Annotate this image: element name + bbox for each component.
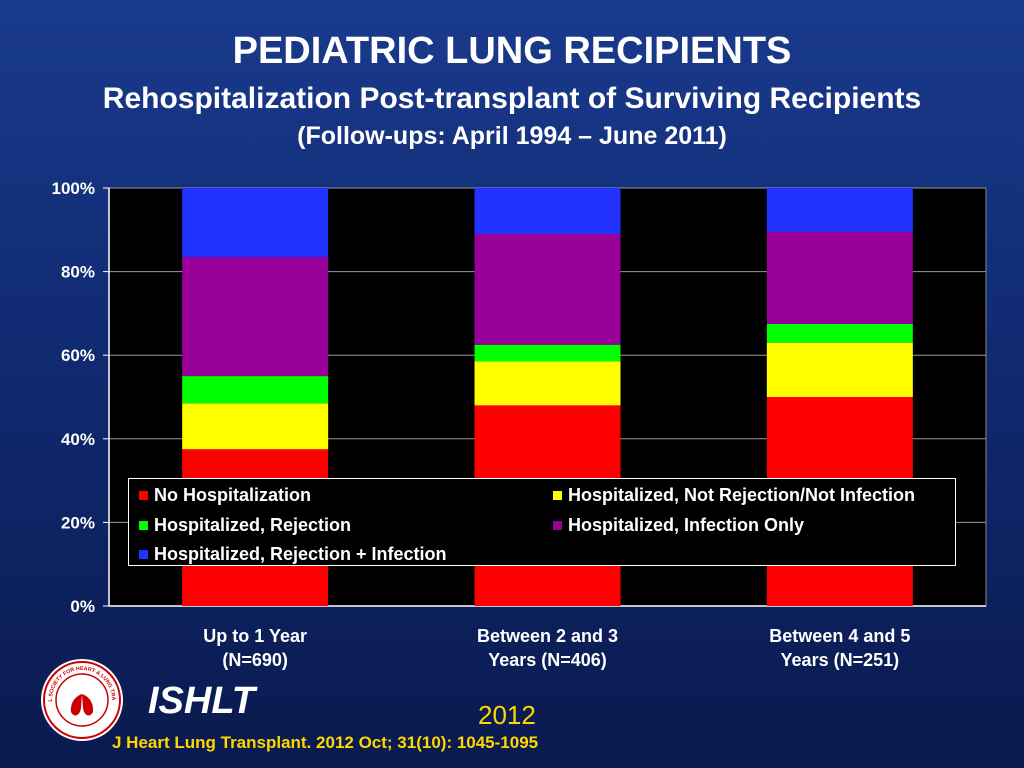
x-tick-label-line: Between 4 and 5 bbox=[769, 626, 911, 646]
x-tick-label-line: Between 2 and 3 bbox=[476, 626, 619, 646]
legend-label: Hospitalized, Rejection + Infection bbox=[154, 544, 447, 564]
legend-swatch bbox=[139, 491, 148, 500]
x-tick-label: Between 4 and 5 Years (N=251) bbox=[730, 624, 950, 672]
brand-name: ISHLT bbox=[148, 680, 255, 722]
bar-segment bbox=[182, 376, 329, 404]
x-tick-label: Between 2 and 3 Years (N=406) bbox=[438, 624, 658, 672]
bar-segment bbox=[766, 231, 913, 324]
bar-segment bbox=[182, 403, 329, 450]
bar-segment bbox=[474, 188, 621, 234]
legend-item: Hospitalized, Not Rejection/Not Infectio… bbox=[553, 484, 915, 506]
legend-label: Hospitalized, Rejection bbox=[154, 515, 352, 535]
legend-item: No Hospitalization bbox=[139, 484, 311, 506]
y-tick-label: 40% bbox=[61, 430, 95, 449]
legend-item: Hospitalized, Rejection + Infection bbox=[139, 543, 447, 565]
legend-label: Hospitalized, Infection Only bbox=[568, 515, 805, 535]
legend-swatch bbox=[553, 521, 562, 530]
y-tick-label: 80% bbox=[61, 263, 95, 282]
y-tick-label: 20% bbox=[61, 513, 95, 532]
bar-segment bbox=[766, 188, 913, 232]
x-tick-label-line: (N=690) bbox=[222, 650, 288, 670]
publication-year: 2012 bbox=[478, 700, 536, 730]
bar-segment bbox=[474, 344, 621, 362]
x-tick-label-line: Years (N=406) bbox=[488, 650, 607, 670]
y-tick-label: 0% bbox=[70, 597, 95, 616]
y-tick-label: 60% bbox=[61, 346, 95, 365]
legend-swatch bbox=[139, 550, 148, 559]
chart-title: PEDIATRIC LUNG RECIPIENTS bbox=[232, 30, 792, 72]
legend-item: Hospitalized, Infection Only bbox=[553, 514, 804, 536]
followup-note: (Follow-ups: April 1994 – June 2011) bbox=[297, 122, 727, 150]
legend-item: Hospitalized, Rejection bbox=[139, 514, 351, 536]
x-tick-label-line: Up to 1 Year bbox=[203, 626, 308, 646]
legend-label: No Hospitalization bbox=[154, 485, 311, 505]
bar-segment bbox=[182, 188, 329, 257]
legend-swatch bbox=[553, 491, 562, 500]
bar-segment bbox=[182, 256, 329, 377]
bar-segment bbox=[766, 342, 913, 397]
x-tick-label: Up to 1 Year (N=690) bbox=[145, 624, 365, 672]
x-tick-label-line: Years (N=251) bbox=[780, 650, 900, 670]
legend: No Hospitalization Hospitalized, Not Reje… bbox=[128, 478, 956, 566]
legend-label: Hospitalized, Not Rejection/Not Infectio… bbox=[568, 485, 916, 505]
citation: J Heart Lung Transplant. 2012 Oct; 31(10… bbox=[112, 733, 539, 752]
chart-subtitle: Rehospitalization Post-transplant of Sur… bbox=[102, 82, 922, 115]
ishlt-logo: INTERNATIONAL SOCIETY FOR HEART & LUNG T… bbox=[40, 658, 123, 741]
bar-segment bbox=[474, 361, 621, 406]
legend-swatch bbox=[139, 521, 148, 530]
bar-segment bbox=[766, 323, 913, 343]
y-tick-label: 100% bbox=[52, 179, 95, 198]
bar-segment bbox=[474, 233, 621, 345]
